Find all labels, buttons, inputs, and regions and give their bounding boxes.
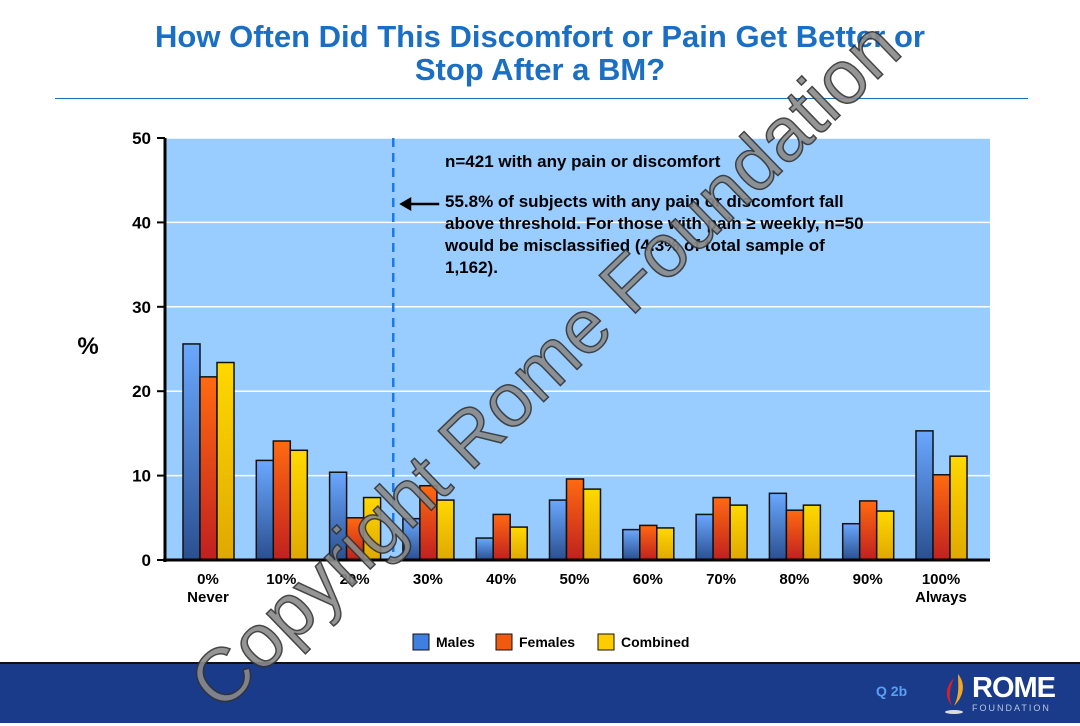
- bar-males: [255, 459, 275, 561]
- legend-label: Combined: [621, 634, 689, 650]
- x-tick-label: 40%: [486, 571, 516, 588]
- y-axis-label: %: [77, 333, 98, 360]
- slide-label: Q 2b: [876, 683, 908, 699]
- bar-males: [841, 522, 861, 561]
- threshold-arrow-head: [399, 197, 412, 211]
- x-tick-label: Never: [187, 589, 229, 606]
- annotation-text: above threshold. For those with pain ≥ w…: [445, 214, 864, 233]
- footer-bar: [0, 662, 1080, 723]
- logo-subtext: FOUNDATION: [972, 703, 1051, 713]
- x-tick-label: 100%: [922, 571, 960, 588]
- annotation-text: would be misclassified (4.3% of total sa…: [444, 236, 825, 255]
- annotation-text: n=421 with any pain or discomfort: [445, 152, 721, 171]
- title-line-2: Stop After a BM?: [414, 52, 666, 87]
- bar-females: [858, 500, 878, 561]
- rome-foundation-logo: ROME FOUNDATION: [940, 672, 1070, 718]
- bar-combined: [509, 526, 528, 561]
- bar-males: [548, 499, 568, 561]
- y-tick-label: 0: [142, 551, 151, 570]
- y-tick-label: 40: [132, 213, 151, 232]
- x-tick-label: 70%: [706, 571, 736, 588]
- logo-text: ROME: [972, 672, 1056, 704]
- legend-label: Females: [519, 634, 575, 650]
- bar-combined: [729, 504, 748, 561]
- annotation-text: 55.8% of subjects with any pain or disco…: [445, 192, 844, 211]
- bar-females: [712, 496, 731, 561]
- bar-combined: [875, 510, 895, 561]
- x-tick-label: 10%: [266, 571, 296, 588]
- bar-females: [565, 478, 585, 561]
- bar-females: [932, 474, 951, 561]
- y-tick-label: 20: [132, 382, 151, 401]
- x-tick-label: Always: [915, 589, 967, 606]
- x-tick-label: 20%: [340, 571, 370, 588]
- bar-females: [639, 524, 658, 561]
- bar-females: [199, 376, 218, 561]
- bar-males: [475, 537, 494, 561]
- annotation-text: 1,162).: [445, 258, 498, 277]
- chart-title: How Often Did This Discomfort or Pain Ge…: [0, 20, 1080, 86]
- x-tick-label: 30%: [413, 571, 443, 588]
- flame-icon: [945, 674, 963, 714]
- x-tick-label: 80%: [779, 571, 809, 588]
- y-tick-label: 10: [132, 467, 151, 486]
- bar-combined: [216, 361, 235, 561]
- x-tick-label: 0%: [197, 571, 219, 588]
- y-tick-label: 50: [132, 129, 151, 148]
- bar-combined: [582, 488, 602, 561]
- legend-swatch-males: [412, 633, 430, 651]
- bar-males: [695, 513, 714, 561]
- bar-combined: [949, 455, 968, 561]
- title-divider: [55, 98, 1028, 99]
- bar-males: [915, 430, 934, 561]
- x-tick-label: 50%: [559, 571, 589, 588]
- bar-combined: [802, 504, 822, 561]
- x-tick-label: 60%: [633, 571, 663, 588]
- bar-females: [492, 513, 511, 561]
- title-line-1: How Often Did This Discomfort or Pain Ge…: [155, 19, 925, 54]
- bar-males: [622, 528, 641, 561]
- x-tick-label: 90%: [853, 571, 883, 588]
- legend-label: Males: [436, 634, 475, 650]
- bar-females: [272, 440, 292, 561]
- bar-chart: 0 10 20 30 40 50% 0%Never 10% 20% 30% 40% 50% 60% 70%…: [77, 129, 990, 651]
- legend-swatch-females: [495, 633, 513, 651]
- bar-females: [785, 509, 805, 561]
- bar-males: [182, 343, 201, 561]
- y-tick-label: 30: [132, 298, 151, 317]
- bar-males: [768, 492, 788, 561]
- legend-swatch-combined: [597, 633, 615, 651]
- bar-combined: [656, 527, 675, 561]
